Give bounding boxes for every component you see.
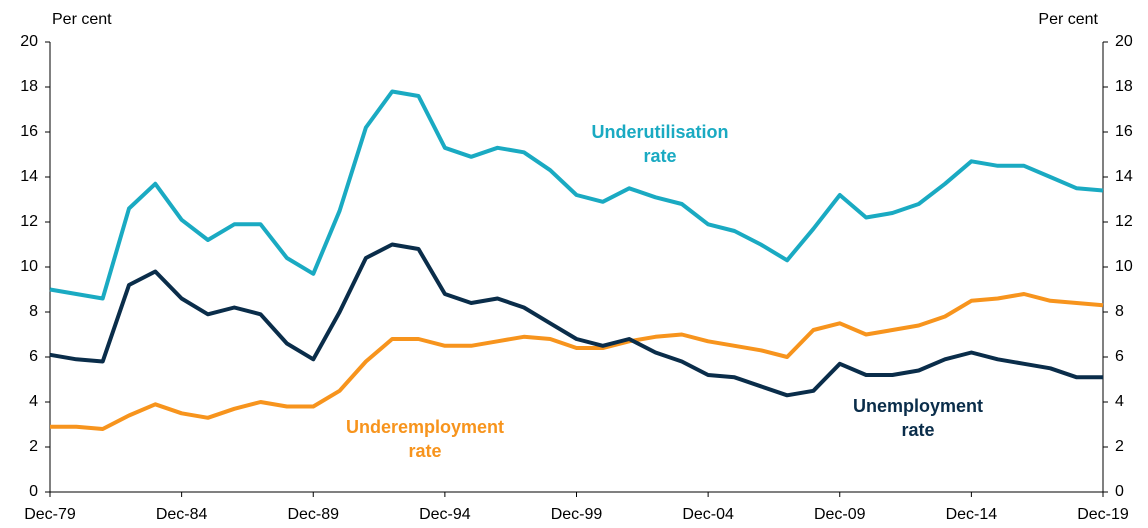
- series-label: rate: [901, 420, 934, 440]
- x-tick-label: Dec-94: [419, 506, 471, 523]
- y-tick-label: 14: [20, 168, 38, 185]
- y-tick-label: 20: [20, 33, 38, 50]
- x-tick-label: Dec-09: [814, 506, 866, 523]
- y-tick-label: 8: [29, 303, 38, 320]
- y2-tick-label: 16: [1115, 123, 1133, 140]
- y2-tick-label: 20: [1115, 33, 1133, 50]
- data-line: [49, 89, 1104, 301]
- series-label: Underutilisation: [591, 122, 728, 142]
- x-tick-label: Dec-99: [551, 506, 603, 523]
- x-tick-label: Dec-04: [682, 506, 734, 523]
- y-tick-label: 16: [20, 123, 38, 140]
- series-label: Unemployment: [853, 396, 983, 416]
- y-tick-label: 18: [20, 78, 38, 95]
- y2-tick-label: 18: [1115, 78, 1133, 95]
- x-tick-label: Dec-89: [287, 506, 339, 523]
- y2-tick-label: 4: [1115, 393, 1124, 410]
- x-tick-label: Dec-84: [156, 506, 208, 523]
- y-tick-label: 6: [29, 348, 38, 365]
- y2-tick-label: 8: [1115, 303, 1124, 320]
- x-tick-label: Dec-14: [946, 506, 998, 523]
- y-tick-label: 12: [20, 213, 38, 230]
- series-label: Underemployment: [346, 417, 504, 437]
- y2-axis-label: Per cent: [1038, 11, 1098, 28]
- y-tick-label: 2: [29, 438, 38, 455]
- y2-tick-label: 0: [1115, 483, 1124, 500]
- y2-tick-label: 10: [1115, 258, 1133, 275]
- y-axis-label: Per cent: [52, 11, 112, 28]
- data-line: [49, 242, 1103, 398]
- series-label: rate: [408, 441, 441, 461]
- x-tick-label: Dec-79: [24, 506, 76, 523]
- y2-tick-label: 6: [1115, 348, 1124, 365]
- y2-tick-label: 2: [1115, 438, 1124, 455]
- y-tick-label: 10: [20, 258, 38, 275]
- y-tick-label: 4: [29, 393, 38, 410]
- y-tick-label: 0: [29, 483, 38, 500]
- y2-tick-label: 14: [1115, 168, 1133, 185]
- series-label: rate: [643, 146, 676, 166]
- x-tick-label: Dec-19: [1077, 506, 1129, 523]
- data-line: [50, 292, 1104, 431]
- y2-tick-label: 12: [1115, 213, 1133, 230]
